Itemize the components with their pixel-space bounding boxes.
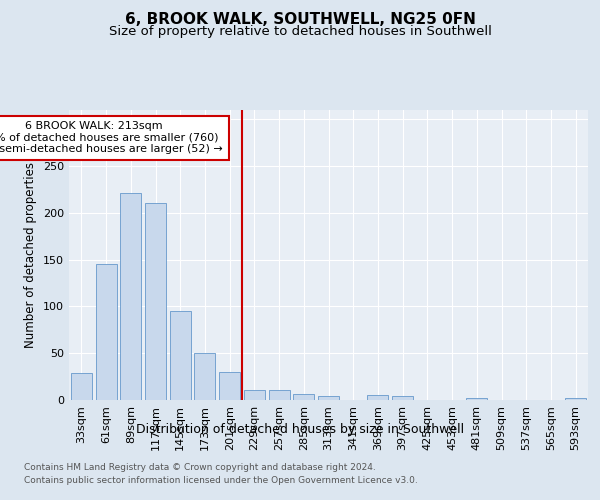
Text: Size of property relative to detached houses in Southwell: Size of property relative to detached ho… <box>109 25 491 38</box>
Text: Distribution of detached houses by size in Southwell: Distribution of detached houses by size … <box>136 422 464 436</box>
Text: Contains HM Land Registry data © Crown copyright and database right 2024.: Contains HM Land Registry data © Crown c… <box>24 462 376 471</box>
Text: Contains public sector information licensed under the Open Government Licence v3: Contains public sector information licen… <box>24 476 418 485</box>
Bar <box>145 202 166 400</box>
Bar <box>95 264 116 400</box>
Bar <box>244 390 265 400</box>
Bar <box>293 394 314 400</box>
Bar <box>392 396 413 400</box>
Bar <box>120 194 141 400</box>
Bar <box>71 373 92 400</box>
Text: 6 BROOK WALK: 213sqm
← 93% of detached houses are smaller (760)
6% of semi-detac: 6 BROOK WALK: 213sqm ← 93% of detached h… <box>0 121 223 154</box>
Bar <box>367 396 388 400</box>
Bar <box>219 372 240 400</box>
Y-axis label: Number of detached properties: Number of detached properties <box>25 162 37 348</box>
Bar <box>194 353 215 400</box>
Bar <box>565 398 586 400</box>
Bar <box>170 311 191 400</box>
Bar <box>466 398 487 400</box>
Bar <box>269 390 290 400</box>
Bar <box>318 396 339 400</box>
Text: 6, BROOK WALK, SOUTHWELL, NG25 0FN: 6, BROOK WALK, SOUTHWELL, NG25 0FN <box>125 12 475 28</box>
